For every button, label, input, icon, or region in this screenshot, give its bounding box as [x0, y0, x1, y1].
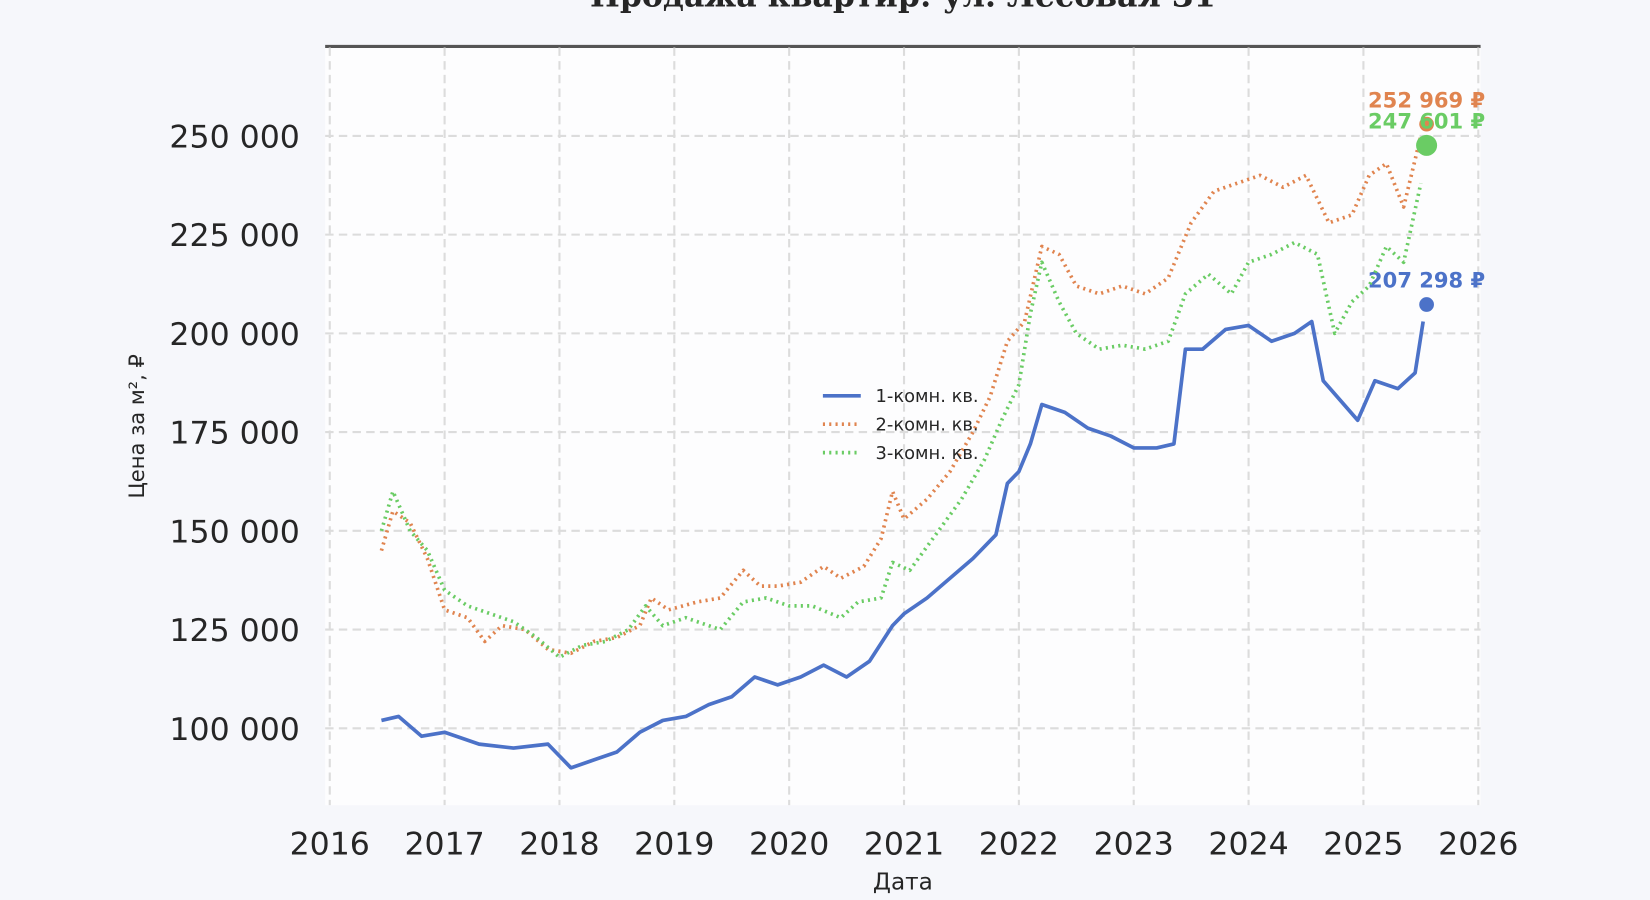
chart-title: Продажа квартир: ул. Лесовая 31: [590, 0, 1216, 14]
legend-label: 1-комн. кв.: [876, 386, 979, 407]
y-tick-label: 225 000: [169, 218, 299, 254]
x-tick-label: 2025: [1323, 827, 1403, 863]
end-point: [1416, 134, 1438, 156]
x-tick-label: 2024: [1208, 827, 1288, 863]
x-tick-label: 2023: [1094, 827, 1174, 863]
plot-area: [325, 47, 1481, 806]
x-tick-label: 2019: [634, 827, 714, 863]
y-tick-label: 175 000: [169, 416, 299, 452]
line-series: [379, 182, 1423, 660]
end-point: [1419, 116, 1434, 132]
x-tick-label: 2026: [1438, 827, 1518, 863]
x-tick-label: 2018: [519, 827, 599, 863]
x-tick-label: 2017: [404, 827, 484, 863]
end-label: 247 601 ₽: [1368, 109, 1485, 134]
y-tick-label: 100 000: [169, 712, 299, 748]
x-tick-label: 2021: [864, 827, 944, 863]
x-tick-label: 2016: [290, 827, 370, 863]
y-tick-label: 200 000: [169, 317, 299, 353]
y-tick-label: 125 000: [169, 613, 299, 649]
x-axis-label: Дата: [873, 869, 933, 895]
legend-label: 2-комн. кв.: [876, 415, 979, 436]
end-label: 207 298 ₽: [1368, 268, 1485, 293]
y-tick-label: 150 000: [169, 514, 299, 550]
x-tick-label: 2022: [979, 827, 1059, 863]
y-axis-label: Цена за м², ₽: [124, 354, 149, 498]
end-point: [1419, 297, 1434, 312]
legend-label: 3-комн. кв.: [876, 443, 979, 464]
line-series: [381, 319, 1425, 770]
end-label: 252 969 ₽: [1368, 87, 1485, 112]
x-tick-label: 2020: [749, 827, 829, 863]
y-tick-label: 250 000: [169, 119, 299, 155]
